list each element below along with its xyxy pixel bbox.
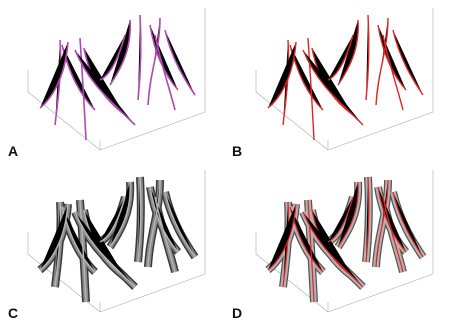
panel-b: B [232, 8, 433, 159]
panel-a: A [8, 8, 205, 159]
figure: A B C D [0, 0, 450, 322]
panel-d: D [232, 170, 433, 321]
panel-label: B [232, 143, 242, 159]
page: A B C D (() => { const data = JSON.parse… [0, 0, 450, 322]
panel-label: A [8, 143, 18, 159]
panel-label: D [232, 305, 242, 321]
panel-label: C [8, 305, 18, 321]
panel-c: C [8, 170, 205, 321]
